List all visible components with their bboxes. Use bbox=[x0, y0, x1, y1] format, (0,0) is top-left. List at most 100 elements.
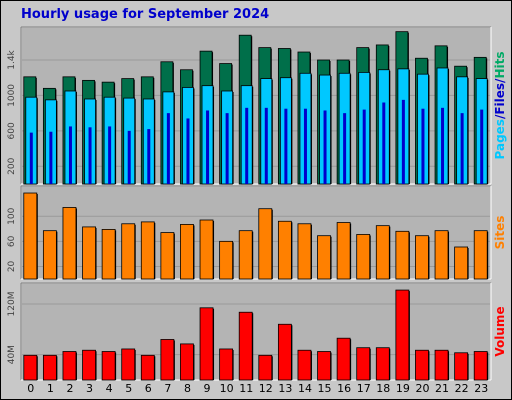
bar-sites bbox=[277, 220, 292, 280]
bar-volume bbox=[101, 351, 116, 381]
x-tick-label: 20 bbox=[415, 382, 429, 395]
x-tick-label: 14 bbox=[298, 382, 312, 395]
x-tick-label: 2 bbox=[66, 382, 73, 395]
x-tick-label: 22 bbox=[455, 382, 469, 395]
bar-sites bbox=[297, 223, 312, 280]
bar-volume bbox=[297, 349, 312, 381]
bar-volume bbox=[415, 349, 429, 381]
y-tick-label: 1.4k bbox=[7, 49, 17, 69]
bar-volume bbox=[42, 354, 57, 381]
bar-sites bbox=[42, 230, 57, 280]
bar-pages bbox=[245, 107, 249, 184]
side-label-part: Volume bbox=[493, 306, 507, 356]
bar-volume bbox=[395, 289, 410, 381]
side-label-part: Sites bbox=[493, 216, 507, 250]
panel-background bbox=[22, 28, 491, 184]
bar-sites bbox=[434, 230, 449, 280]
bar-volume bbox=[219, 348, 234, 381]
x-tick-label: 8 bbox=[184, 382, 191, 395]
bar-sites bbox=[415, 235, 429, 280]
bar-sites bbox=[238, 230, 253, 280]
bar-volume bbox=[336, 337, 351, 381]
bar-pages bbox=[29, 132, 33, 184]
x-tick-label: 17 bbox=[357, 382, 371, 395]
bar-pages bbox=[401, 99, 405, 184]
bar-sites bbox=[258, 208, 273, 280]
side-label-part: / bbox=[493, 114, 507, 119]
bar-volume bbox=[317, 351, 331, 381]
bar-pages bbox=[108, 126, 112, 184]
x-tick-label: 16 bbox=[337, 382, 351, 395]
y-tick-label: 120M bbox=[7, 292, 17, 317]
bar-volume bbox=[356, 347, 371, 381]
bar-sites bbox=[375, 225, 390, 280]
bar-pages bbox=[127, 130, 131, 184]
x-tick-label: 4 bbox=[106, 382, 113, 395]
y-tick-label: 100 bbox=[7, 207, 17, 224]
bar-pages bbox=[186, 118, 190, 184]
bar-sites bbox=[395, 230, 410, 280]
panel-volume: 40M 120M Volume bbox=[7, 282, 507, 381]
bar-volume bbox=[82, 349, 96, 381]
x-tick-label: 23 bbox=[474, 382, 488, 395]
x-tick-label: 12 bbox=[259, 382, 273, 395]
bar-pages bbox=[166, 113, 170, 184]
y-tick-label: 20 bbox=[7, 260, 17, 272]
panel-background bbox=[22, 284, 491, 380]
bar-sites bbox=[336, 222, 351, 280]
bar-sites bbox=[219, 240, 234, 280]
bar-volume bbox=[454, 352, 469, 381]
bar-pages bbox=[284, 108, 288, 184]
bar-pages bbox=[382, 102, 386, 184]
y-tick-label: 40M bbox=[7, 345, 17, 364]
bar-sites bbox=[317, 235, 331, 280]
bar-sites bbox=[140, 221, 155, 280]
bar-sites bbox=[82, 226, 96, 280]
x-tick-label: 18 bbox=[376, 382, 390, 395]
x-tick-label: 13 bbox=[278, 382, 292, 395]
bar-pages bbox=[68, 126, 72, 184]
bar-sites bbox=[180, 223, 194, 280]
bar-sites bbox=[121, 223, 136, 280]
bar-volume bbox=[473, 351, 488, 381]
bar-volume bbox=[160, 339, 175, 381]
panel-background bbox=[22, 187, 491, 279]
side-label-part: / bbox=[493, 78, 507, 83]
panel-sites: 20 60 100 Sites bbox=[7, 185, 507, 280]
bar-sites bbox=[473, 230, 488, 280]
side-label-part: Hits bbox=[493, 52, 507, 79]
x-tick-label: 6 bbox=[145, 382, 152, 395]
bar-pages bbox=[441, 107, 445, 184]
bar-volume bbox=[62, 351, 77, 381]
y-tick-label: 1000 bbox=[7, 84, 17, 107]
side-label-pages-files-hits: Pages/Files/Hits bbox=[493, 52, 507, 160]
side-label-sites: Sites bbox=[493, 216, 507, 250]
side-label-part: Pages bbox=[493, 119, 507, 159]
bar-pages bbox=[343, 113, 347, 184]
chart-title: Hourly usage for September 2024 bbox=[21, 7, 270, 22]
x-tick-label: 7 bbox=[164, 382, 171, 395]
bar-pages bbox=[147, 129, 151, 184]
x-tick-label: 15 bbox=[318, 382, 332, 395]
bar-volume bbox=[121, 348, 136, 381]
bar-volume bbox=[277, 323, 292, 381]
x-tick-label: 1 bbox=[47, 382, 54, 395]
bar-sites bbox=[62, 207, 77, 280]
x-tick-label: 0 bbox=[27, 382, 34, 395]
x-tick-label: 11 bbox=[239, 382, 253, 395]
bar-pages bbox=[49, 131, 53, 184]
bar-pages bbox=[206, 110, 210, 184]
bar-sites bbox=[160, 232, 175, 280]
bar-sites bbox=[23, 192, 38, 280]
bar-volume bbox=[375, 347, 390, 381]
bar-sites bbox=[454, 246, 469, 280]
bar-volume bbox=[140, 354, 155, 381]
bar-pages bbox=[480, 109, 484, 184]
bar-pages bbox=[460, 113, 464, 184]
bar-pages bbox=[362, 109, 366, 184]
x-tick-label: 5 bbox=[125, 382, 132, 395]
bar-volume bbox=[199, 307, 214, 381]
bar-volume bbox=[434, 349, 449, 381]
